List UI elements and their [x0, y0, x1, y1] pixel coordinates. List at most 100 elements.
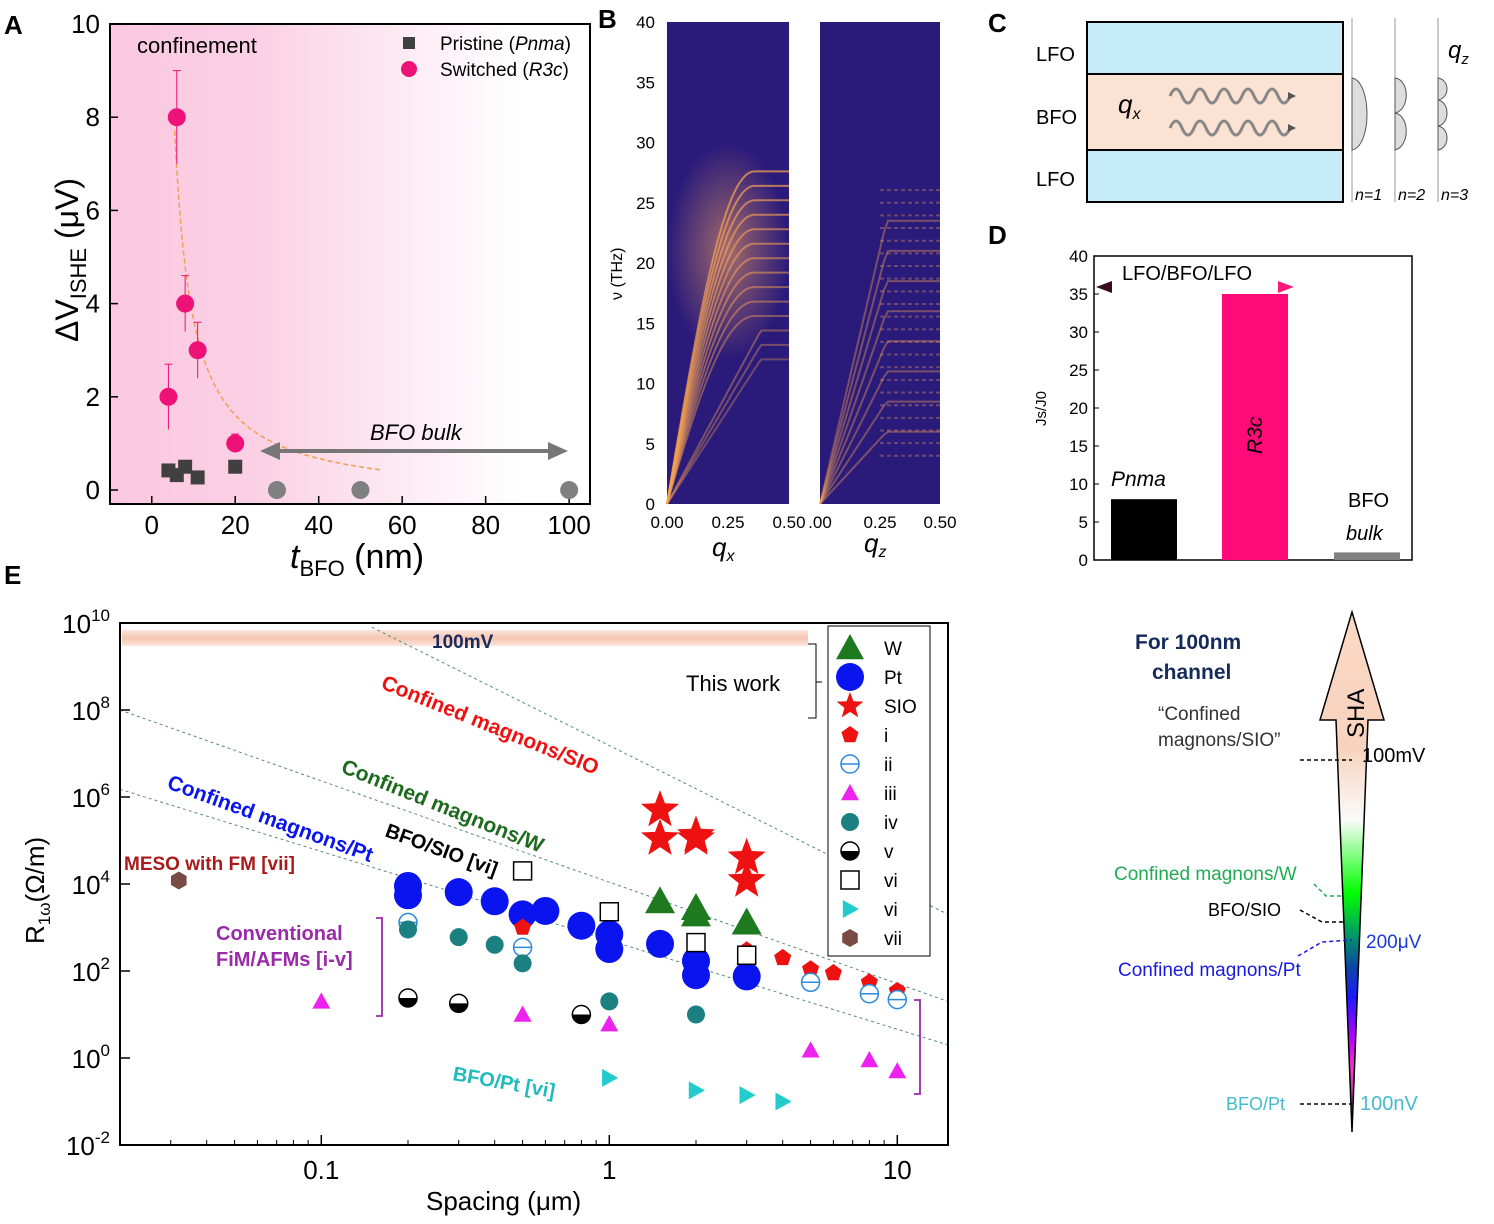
point-vi-8	[686, 932, 706, 953]
point-i-3	[514, 918, 532, 935]
a-ytick-label: 10	[71, 9, 100, 39]
b-ytick-label: 10	[636, 375, 655, 394]
scale-100nv: 100nV	[1360, 1093, 1418, 1115]
sha-arrow	[1318, 609, 1386, 1133]
qz-label: qz	[1448, 37, 1469, 68]
b-right-xtick-label: 0.25	[863, 513, 896, 532]
band-label: 100mV	[432, 632, 494, 653]
point-vi-9	[739, 1086, 756, 1105]
e-ytick-label: 108	[72, 693, 110, 726]
layer-bfo	[1086, 73, 1344, 151]
panel-label-e: E	[4, 560, 21, 590]
b-ytick-label: 5	[646, 435, 655, 454]
e-ytick-label: 104	[72, 867, 110, 900]
qz-branch	[819, 249, 940, 505]
pristine-point	[228, 459, 243, 474]
d-ytick-label: 0	[1079, 551, 1088, 570]
panel-b-ylabel: ν (THz)	[609, 248, 626, 300]
b-left-xtick-label: 0.25	[711, 513, 744, 532]
switched-point	[188, 341, 207, 360]
mode-n3-label: n=3	[1441, 187, 1468, 204]
point-SIO-2	[727, 837, 766, 874]
point-Pt-1	[646, 929, 675, 958]
legend-marker-3	[841, 726, 859, 743]
bar-1	[1111, 499, 1177, 560]
legend-label-3: i	[884, 726, 888, 747]
anno-fim-afms: FiM/AFMs [i-v]	[216, 949, 353, 971]
b-left-xtick-label: 0.00	[650, 513, 683, 532]
point-iv-6	[485, 935, 504, 954]
panel-e-chart: 100mV 0.1 1 10 10-2 100 102 104 106 108 1010 Conf…	[20, 606, 949, 1216]
legend-label-1: Pt	[884, 668, 903, 689]
legend-pristine-marker	[403, 37, 415, 49]
legend-marker-6	[841, 813, 859, 831]
qz-branch	[819, 280, 940, 505]
bar-label-bulk: bulk	[1346, 523, 1384, 545]
d-arrow-right-head	[1278, 281, 1294, 293]
a-xtick-label: 60	[388, 510, 417, 540]
switched-point	[226, 434, 245, 453]
legend-pristine-label: Pristine (Pnma)	[440, 34, 571, 55]
point-ii-4	[512, 937, 533, 958]
legend-switched-marker	[401, 61, 417, 77]
confinement-label: confinement	[137, 33, 257, 58]
d-ytick-label: 40	[1069, 247, 1088, 266]
bar-3	[1334, 552, 1400, 560]
panel-c-diagram: LFO BFO LFO qx qz n=1 n=2 n=3	[1036, 18, 1469, 204]
qz-branch	[819, 370, 940, 505]
panel-b-xlabel-right: qz	[864, 528, 886, 561]
legend-marker-0	[836, 634, 864, 660]
point-iii-5	[860, 1050, 879, 1068]
scale-sio-line1: “Confined	[1158, 704, 1240, 725]
tick-bfosio	[1299, 909, 1344, 923]
bulk-arrow-right-head	[548, 442, 568, 460]
panel-label-c: C	[988, 8, 1007, 38]
qz-branch	[819, 310, 940, 505]
point-v-7	[398, 988, 418, 1008]
scale-bfopt: BFO/Pt	[1226, 1094, 1285, 1114]
layer-lfo-top	[1086, 21, 1344, 75]
point-ii-4	[859, 983, 880, 1004]
this-work-label: This work	[686, 671, 781, 696]
bulk-arrow-left-head	[260, 442, 280, 460]
scale-sio-line2: magnons/SIO”	[1158, 730, 1281, 751]
mode-n1-label: n=1	[1355, 187, 1382, 204]
panel-a-ylabel: ΔVISHE (μV)	[49, 178, 91, 342]
b-ytick-label: 40	[636, 13, 655, 32]
panel-a-xlabel: tBFO (nm)	[290, 538, 424, 581]
d-ytick-label: 20	[1069, 399, 1088, 418]
e-ytick-label: 10-2	[66, 1128, 110, 1161]
this-work-bracket	[808, 643, 822, 719]
a-ytick-label: 6	[86, 195, 100, 225]
scale-bfosio: BFO/SIO	[1208, 900, 1281, 920]
bfo-bulk-label: BFO bulk	[370, 420, 463, 445]
point-Pt-1	[681, 961, 710, 990]
b-right-xtick-label: .00	[808, 513, 832, 532]
point-iii-5	[888, 1062, 907, 1079]
legend-marker-4	[840, 754, 860, 774]
point-v-7-fill	[572, 1014, 591, 1024]
point-vi-9	[602, 1068, 619, 1087]
bar-label-r3c: R3c	[1244, 416, 1267, 454]
layer-label-bfo: BFO	[1036, 107, 1077, 129]
point-vi-9	[688, 1081, 705, 1100]
point-W-0	[645, 886, 676, 914]
pristine-point	[178, 459, 193, 474]
b-ytick-label: 25	[636, 194, 655, 213]
b-ytick-label: 0	[646, 495, 655, 514]
qz-branch	[819, 430, 940, 505]
point-Pt-1	[480, 887, 509, 916]
e-ytick-label: 102	[72, 954, 110, 987]
legend-label-10: vii	[884, 929, 902, 950]
scale-title-line2: channel	[1152, 661, 1231, 684]
point-iii-5	[600, 1015, 619, 1032]
point-SIO-2	[676, 818, 716, 855]
point-W-0	[731, 907, 762, 935]
legend-marker-7-fill	[841, 851, 859, 860]
pristine-point	[190, 470, 205, 485]
mode-n2-label: n=2	[1398, 187, 1425, 204]
legend-label-9: vi	[884, 900, 898, 921]
legend-switched-label: Switched (R3c)	[440, 60, 569, 81]
